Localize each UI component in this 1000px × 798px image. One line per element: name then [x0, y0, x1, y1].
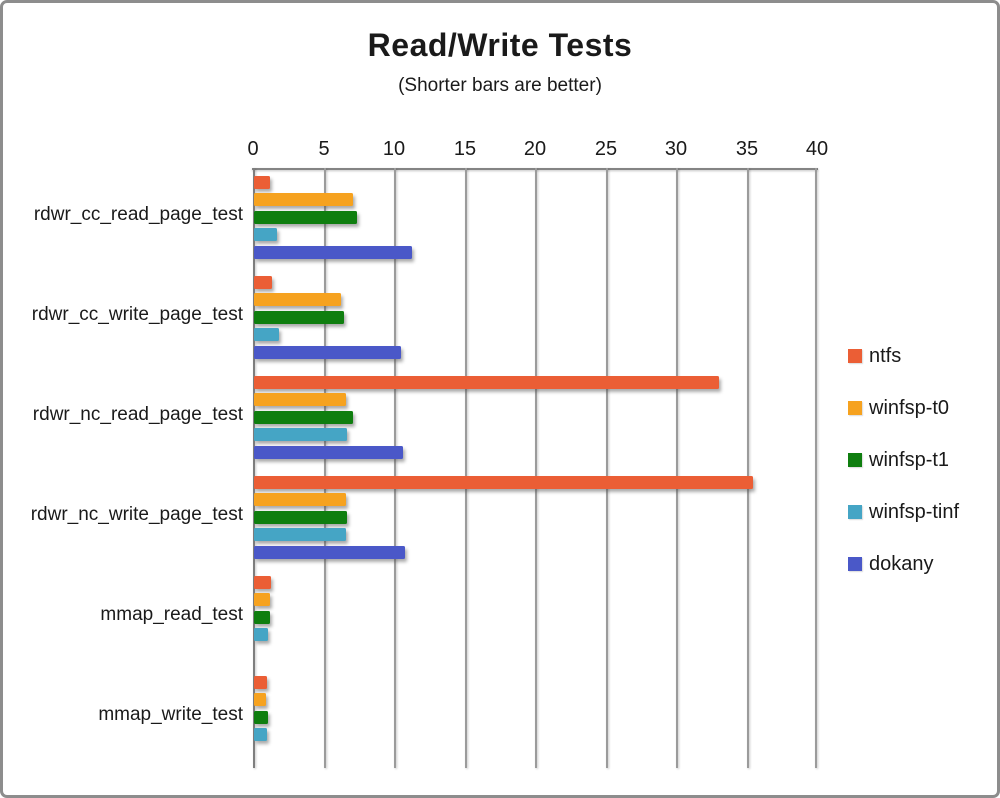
legend: ntfs winfsp-t0 winfsp-t1 winfsp-tinf dokany: [848, 344, 997, 606]
bar-ntfs: [254, 276, 272, 289]
gridline: [324, 168, 326, 768]
gridline: [465, 168, 467, 768]
category-label: rdwr_cc_read_page_test: [33, 204, 243, 225]
bar-winfsp-t0: [254, 693, 266, 706]
category-label: mmap_read_test: [100, 604, 243, 625]
bar-winfsp-t1: [254, 611, 270, 624]
bar-winfsp-tinf: [254, 628, 268, 641]
x-axis-tick-label: 30: [664, 138, 688, 160]
legend-label: winfsp-tinf: [869, 500, 960, 523]
legend-item-winfsp-t1: winfsp-t1: [848, 448, 950, 471]
chart-title: Read/Write Tests: [367, 27, 633, 63]
bar-winfsp-t1: [254, 411, 353, 424]
bar-winfsp-tinf: [254, 528, 346, 541]
x-axis-tick-label: 40: [805, 138, 829, 160]
legend-swatch: [848, 401, 862, 415]
bar-winfsp-t1: [254, 511, 347, 524]
chart-subtitle: (Shorter bars are better): [398, 75, 602, 96]
bar-winfsp-t1: [254, 711, 268, 724]
bar-winfsp-tinf: [254, 728, 267, 741]
gridline: [394, 168, 396, 768]
x-axis: 0 5 10 15 20 25 30 35 40: [3, 136, 997, 162]
legend-swatch: [848, 505, 862, 519]
bar-winfsp-tinf: [254, 228, 277, 241]
legend-item-winfsp-t0: winfsp-t0: [848, 396, 950, 419]
legend-item-dokany: dokany: [848, 552, 934, 575]
gridline: [815, 168, 817, 768]
bar-winfsp-t0: [254, 193, 353, 206]
x-axis-tick-label: 20: [523, 138, 547, 160]
gridline: [606, 168, 608, 768]
category-label: rdwr_cc_write_page_test: [31, 304, 243, 325]
bar-ntfs: [254, 576, 271, 589]
gridline: [535, 168, 537, 768]
gridline: [747, 168, 749, 768]
bar-winfsp-t1: [254, 311, 344, 324]
legend-swatch: [848, 557, 862, 571]
legend-label: ntfs: [869, 344, 902, 367]
bar-winfsp-t0: [254, 293, 341, 306]
gridline: [676, 168, 678, 768]
bar-ntfs: [254, 676, 267, 689]
value-axis-line: [253, 168, 255, 768]
legend-item-ntfs: ntfs: [848, 344, 902, 367]
legend-swatch: [848, 349, 862, 363]
legend-item-winfsp-tinf: winfsp-tinf: [848, 500, 960, 523]
legend-label: winfsp-t0: [869, 396, 950, 419]
bar-ntfs: [254, 176, 270, 189]
bar-winfsp-t1: [254, 211, 357, 224]
category-axis: rdwr_cc_read_page_test rdwr_cc_write_page…: [3, 168, 243, 768]
legend-label: dokany: [869, 552, 934, 575]
category-label: rdwr_nc_write_page_test: [30, 504, 243, 525]
x-axis-tick-label: 15: [453, 138, 477, 160]
bar-winfsp-t0: [254, 393, 346, 406]
bar-dokany: [254, 346, 401, 359]
bar-winfsp-t0: [254, 593, 270, 606]
bar-dokany: [254, 546, 405, 559]
legend-swatch: [848, 453, 862, 467]
x-axis-tick-label: 0: [247, 138, 259, 160]
bar-dokany: [254, 446, 403, 459]
category-label: mmap_write_test: [98, 704, 243, 725]
bar-dokany: [254, 246, 412, 259]
legend-label: winfsp-t1: [869, 448, 950, 471]
plot-area: [252, 168, 818, 768]
bar-winfsp-tinf: [254, 328, 279, 341]
bar-winfsp-tinf: [254, 428, 347, 441]
bar-ntfs: [254, 376, 719, 389]
category-label: rdwr_nc_read_page_test: [32, 404, 243, 425]
x-axis-tick-label: 25: [594, 138, 618, 160]
x-axis-tick-label: 10: [382, 138, 406, 160]
bar-ntfs: [254, 476, 753, 489]
bar-winfsp-t0: [254, 493, 346, 506]
x-axis-tick-label: 35: [735, 138, 759, 160]
x-axis-tick-label: 5: [318, 138, 330, 160]
